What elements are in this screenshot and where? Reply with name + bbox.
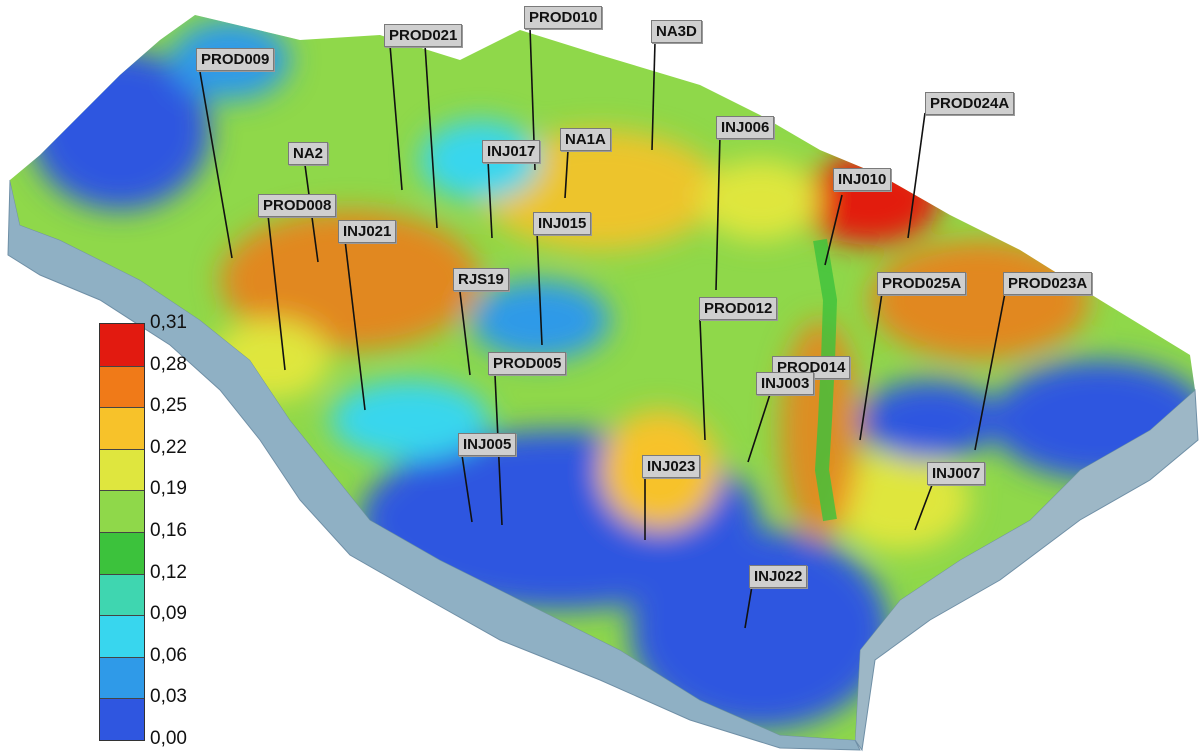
- well-label-na3d: NA3D: [651, 20, 702, 43]
- legend-color-band: [100, 365, 144, 408]
- well-label-prod005: PROD005: [488, 352, 567, 375]
- legend-color-band: [100, 698, 144, 741]
- well-line: [267, 214, 286, 371]
- legend-color-band: [100, 656, 144, 699]
- legend-color-band: [100, 324, 144, 367]
- well-line: [459, 291, 471, 376]
- well-label-inj017: INJ017: [482, 140, 541, 163]
- well-label-inj023: INJ023: [642, 455, 701, 478]
- well-line: [424, 44, 438, 229]
- well-label-inj015: INJ015: [533, 212, 592, 235]
- well-line: [344, 239, 366, 411]
- legend-value-label: 0,22: [150, 436, 187, 458]
- well-line: [564, 149, 569, 199]
- well-line: [859, 292, 883, 441]
- well-label-inj007: INJ007: [927, 462, 986, 485]
- well-line: [699, 319, 706, 441]
- legend-value-label: 0,09: [150, 603, 187, 625]
- porosity-color-legend: [99, 323, 145, 741]
- legend-tick: [100, 365, 144, 367]
- legend-tick: [100, 532, 144, 533]
- legend-color-band: [100, 532, 144, 575]
- well-label-prod008: PROD008: [258, 194, 337, 217]
- legend-value-label: 0,19: [150, 478, 187, 500]
- legend-tick: [100, 448, 144, 450]
- legend-value-label: 0,25: [150, 395, 187, 417]
- legend-tick: [100, 698, 144, 700]
- well-line: [744, 585, 753, 629]
- well-line: [914, 484, 933, 531]
- well-label-prod014: PROD014: [772, 356, 851, 379]
- legend-color-band: [100, 448, 144, 491]
- well-line: [487, 159, 493, 239]
- legend-color-band: [100, 573, 144, 616]
- well-line: [715, 134, 721, 291]
- legend-tick: [100, 407, 144, 409]
- well-line: [974, 292, 1006, 451]
- legend-value-label: 0,06: [150, 644, 187, 666]
- well-line: [824, 194, 843, 266]
- well-label-prod009: PROD009: [196, 48, 275, 71]
- well-label-inj010: INJ010: [833, 168, 892, 191]
- well-label-prod024a: PROD024A: [925, 92, 1015, 115]
- well-line: [199, 71, 233, 259]
- model-side-strata: [7, 179, 861, 751]
- legend-value-label: 0,31: [150, 312, 187, 333]
- well-label-rjs19: RJS19: [453, 268, 509, 291]
- well-label-prod012: PROD012: [699, 297, 778, 320]
- well-line: [907, 112, 926, 239]
- legend-color-band: [100, 615, 144, 658]
- well-label-prod025a: PROD025A: [877, 272, 967, 295]
- well-label-inj005: INJ005: [458, 433, 517, 456]
- well-line: [536, 231, 543, 346]
- well-label-inj003: INJ003: [756, 372, 815, 395]
- legend-color-band: [100, 407, 144, 450]
- legend-value-label: 0,16: [150, 520, 187, 541]
- legend-tick: [100, 490, 144, 492]
- well-trajectories: [199, 27, 1006, 629]
- well-label-prod023a: PROD023A: [1003, 272, 1093, 295]
- well-line: [389, 44, 403, 191]
- legend-tick: [100, 615, 144, 617]
- legend-color-band: [100, 490, 144, 533]
- legend-value-label: 0,00: [150, 728, 187, 749]
- legend-value-label: 0,28: [150, 353, 187, 375]
- legend-value-label: 0,03: [150, 686, 187, 708]
- well-label-na1a: NA1A: [560, 128, 611, 151]
- well-label-inj006: INJ006: [716, 116, 775, 139]
- well-label-prod021: PROD021: [384, 24, 463, 47]
- well-label-inj021: INJ021: [338, 220, 397, 243]
- well-label-prod010: PROD010: [524, 6, 603, 29]
- legend-tick: [100, 573, 144, 575]
- legend-value-label: 0,12: [150, 561, 187, 583]
- well-line: [461, 454, 473, 523]
- well-label-inj022: INJ022: [749, 565, 808, 588]
- well-label-na2: NA2: [288, 142, 329, 165]
- legend-tick: [100, 656, 144, 658]
- well-line: [651, 41, 656, 151]
- well-line: [747, 387, 773, 463]
